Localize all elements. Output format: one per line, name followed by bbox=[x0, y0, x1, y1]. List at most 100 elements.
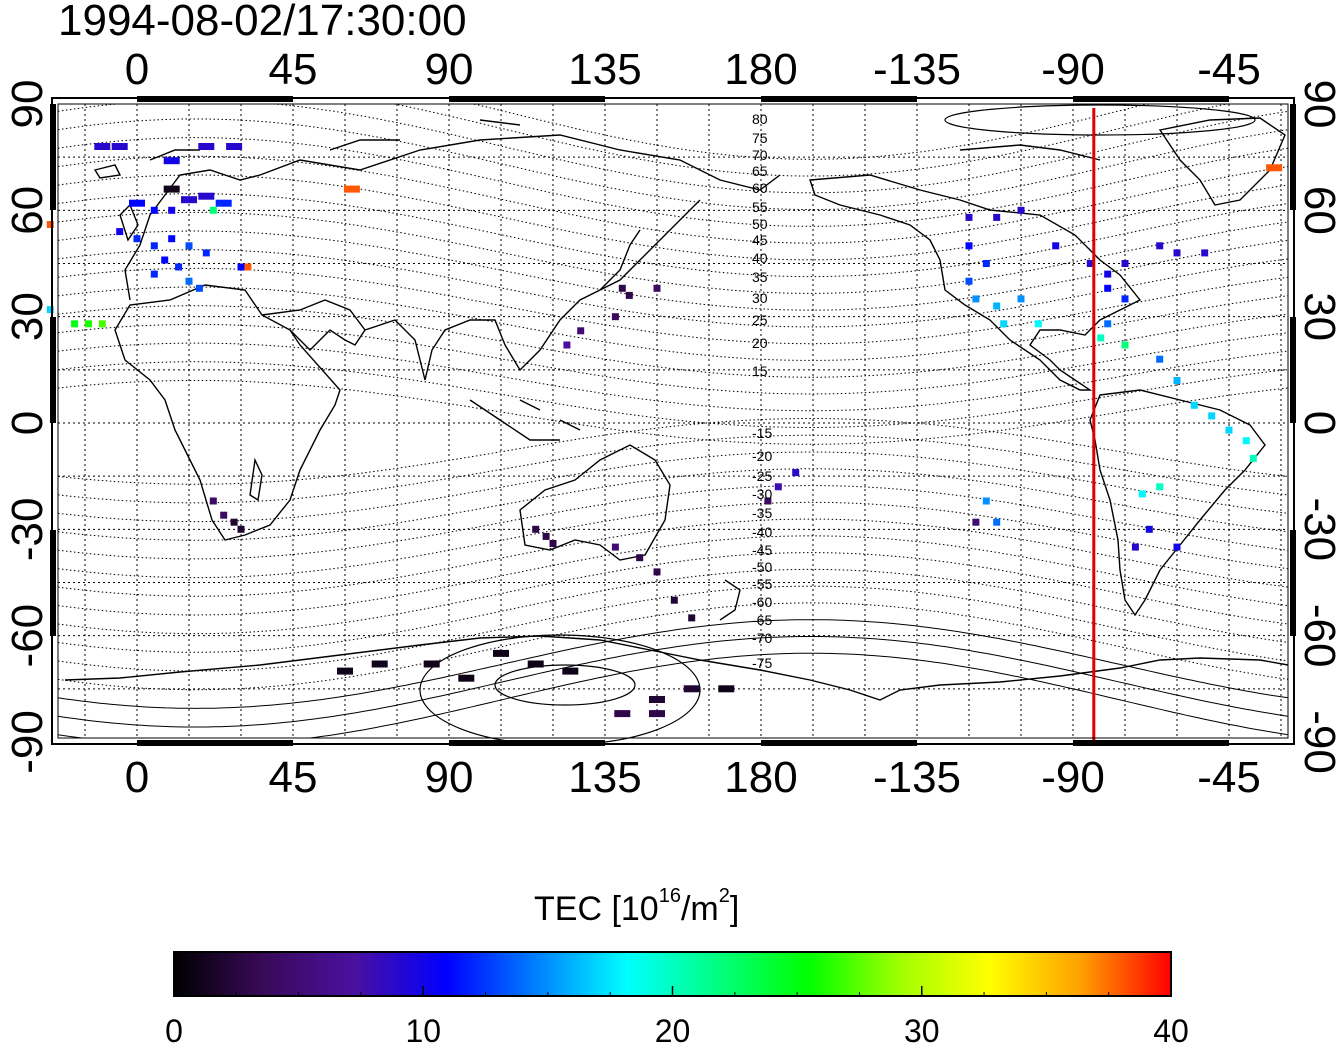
right-lat-label: -60 bbox=[1295, 604, 1344, 668]
contour-label: 30 bbox=[752, 290, 768, 306]
right-axis-bar bbox=[1290, 530, 1296, 636]
colorbar-title: TEC [1016/m2] bbox=[534, 884, 740, 928]
map-inner-frame bbox=[57, 103, 1289, 739]
contour-label: -70 bbox=[752, 630, 772, 646]
tec-point bbox=[185, 277, 193, 285]
tec-point bbox=[972, 295, 980, 303]
tec-point bbox=[1017, 295, 1025, 303]
tec-point bbox=[636, 554, 644, 562]
tec-point bbox=[337, 667, 353, 675]
contour-label: 55 bbox=[752, 199, 768, 215]
contour-label: 60 bbox=[752, 180, 768, 196]
bottom-lon-label: 180 bbox=[724, 753, 797, 802]
tec-point bbox=[563, 341, 571, 349]
tec-point bbox=[46, 221, 54, 228]
tec-point bbox=[423, 660, 440, 668]
tec-point bbox=[163, 157, 180, 165]
tec-point bbox=[237, 525, 245, 533]
right-lat-label: -90 bbox=[1295, 710, 1344, 774]
left-lat-label: -30 bbox=[3, 498, 52, 562]
coastline-1 bbox=[124, 134, 781, 301]
tec-point bbox=[371, 660, 388, 668]
tec-point bbox=[577, 327, 585, 335]
coastline-8 bbox=[1158, 117, 1286, 206]
tec-point bbox=[111, 143, 128, 150]
left-axis-bar bbox=[50, 104, 56, 210]
tec-point bbox=[653, 568, 661, 576]
contour-label: -35 bbox=[752, 505, 772, 521]
left-lat-label: -90 bbox=[3, 710, 52, 774]
contour-label: -15 bbox=[752, 425, 772, 441]
axis-bars bbox=[50, 96, 1296, 746]
mag-contour bbox=[58, 103, 1288, 160]
tec-point bbox=[1173, 377, 1181, 384]
bottom-axis-bar bbox=[449, 740, 605, 746]
mag-contour bbox=[57, 434, 1289, 504]
tec-point bbox=[993, 518, 1001, 526]
mag-contour bbox=[57, 174, 1289, 261]
mag-contour bbox=[57, 468, 1289, 541]
tec-point bbox=[764, 497, 772, 505]
tec-point bbox=[230, 518, 238, 526]
contour-label: 20 bbox=[752, 335, 768, 351]
tec-point bbox=[614, 710, 631, 718]
tec-point bbox=[532, 525, 540, 533]
tec-point bbox=[1104, 270, 1112, 278]
coastline-5 bbox=[599, 229, 641, 291]
tec-point bbox=[493, 649, 509, 657]
tec-point bbox=[1121, 260, 1129, 267]
mag-contour bbox=[57, 568, 1289, 653]
top-lon-label: -135 bbox=[873, 45, 961, 94]
mag-contour bbox=[57, 342, 1289, 412]
bottom-lon-label: 135 bbox=[568, 753, 641, 802]
tec-point bbox=[683, 685, 700, 693]
bottom-lon-label: -45 bbox=[1197, 753, 1261, 802]
tec-point bbox=[71, 320, 79, 328]
coastline-6 bbox=[719, 579, 741, 621]
tec-point bbox=[972, 518, 980, 526]
top-lon-label: -90 bbox=[1041, 45, 1105, 94]
tec-point bbox=[1266, 164, 1283, 172]
tec-point bbox=[215, 199, 232, 207]
tec-point bbox=[1131, 543, 1139, 551]
tec-point bbox=[1000, 320, 1008, 328]
cb-tick-label: 0 bbox=[165, 1013, 183, 1048]
top-lon-label: -45 bbox=[1197, 45, 1261, 94]
left-lat-label: 30 bbox=[3, 292, 52, 341]
tec-point bbox=[1249, 454, 1257, 462]
tec-point bbox=[1104, 320, 1112, 328]
tec-point bbox=[1173, 249, 1181, 257]
mag-contour bbox=[57, 230, 1289, 311]
tec-point bbox=[198, 192, 215, 200]
contour-label: 75 bbox=[752, 130, 768, 146]
tec-point bbox=[98, 320, 106, 328]
tec-point bbox=[965, 277, 973, 285]
tec-point bbox=[129, 199, 145, 207]
tec-point bbox=[611, 313, 619, 321]
mag-pole-south bbox=[494, 664, 636, 706]
contour-label: -55 bbox=[752, 576, 772, 592]
contour-label: -20 bbox=[752, 448, 772, 464]
right-axis-bar bbox=[1290, 104, 1296, 210]
tec-point bbox=[1104, 284, 1112, 292]
right-lat-label: 90 bbox=[1295, 80, 1344, 129]
top-axis-bar bbox=[449, 96, 605, 102]
mag-contour bbox=[57, 118, 1289, 210]
mag-contour bbox=[57, 485, 1289, 560]
tec-point bbox=[688, 614, 696, 622]
tec-point bbox=[226, 143, 243, 150]
tec-point bbox=[625, 291, 633, 299]
mag-contour bbox=[57, 211, 1289, 294]
mag-contour bbox=[57, 305, 1289, 378]
tec-point bbox=[209, 497, 217, 505]
top-axis-bar bbox=[137, 96, 293, 102]
tec-point bbox=[1156, 355, 1164, 363]
top-axis-bar bbox=[1073, 96, 1229, 102]
tec-point bbox=[185, 242, 193, 250]
lat-lon-grid bbox=[58, 104, 1288, 738]
contour-label: 15 bbox=[752, 363, 768, 379]
cb-tick-label: 20 bbox=[655, 1013, 691, 1048]
mag-contour bbox=[57, 323, 1289, 395]
mag-contour bbox=[57, 267, 1289, 345]
